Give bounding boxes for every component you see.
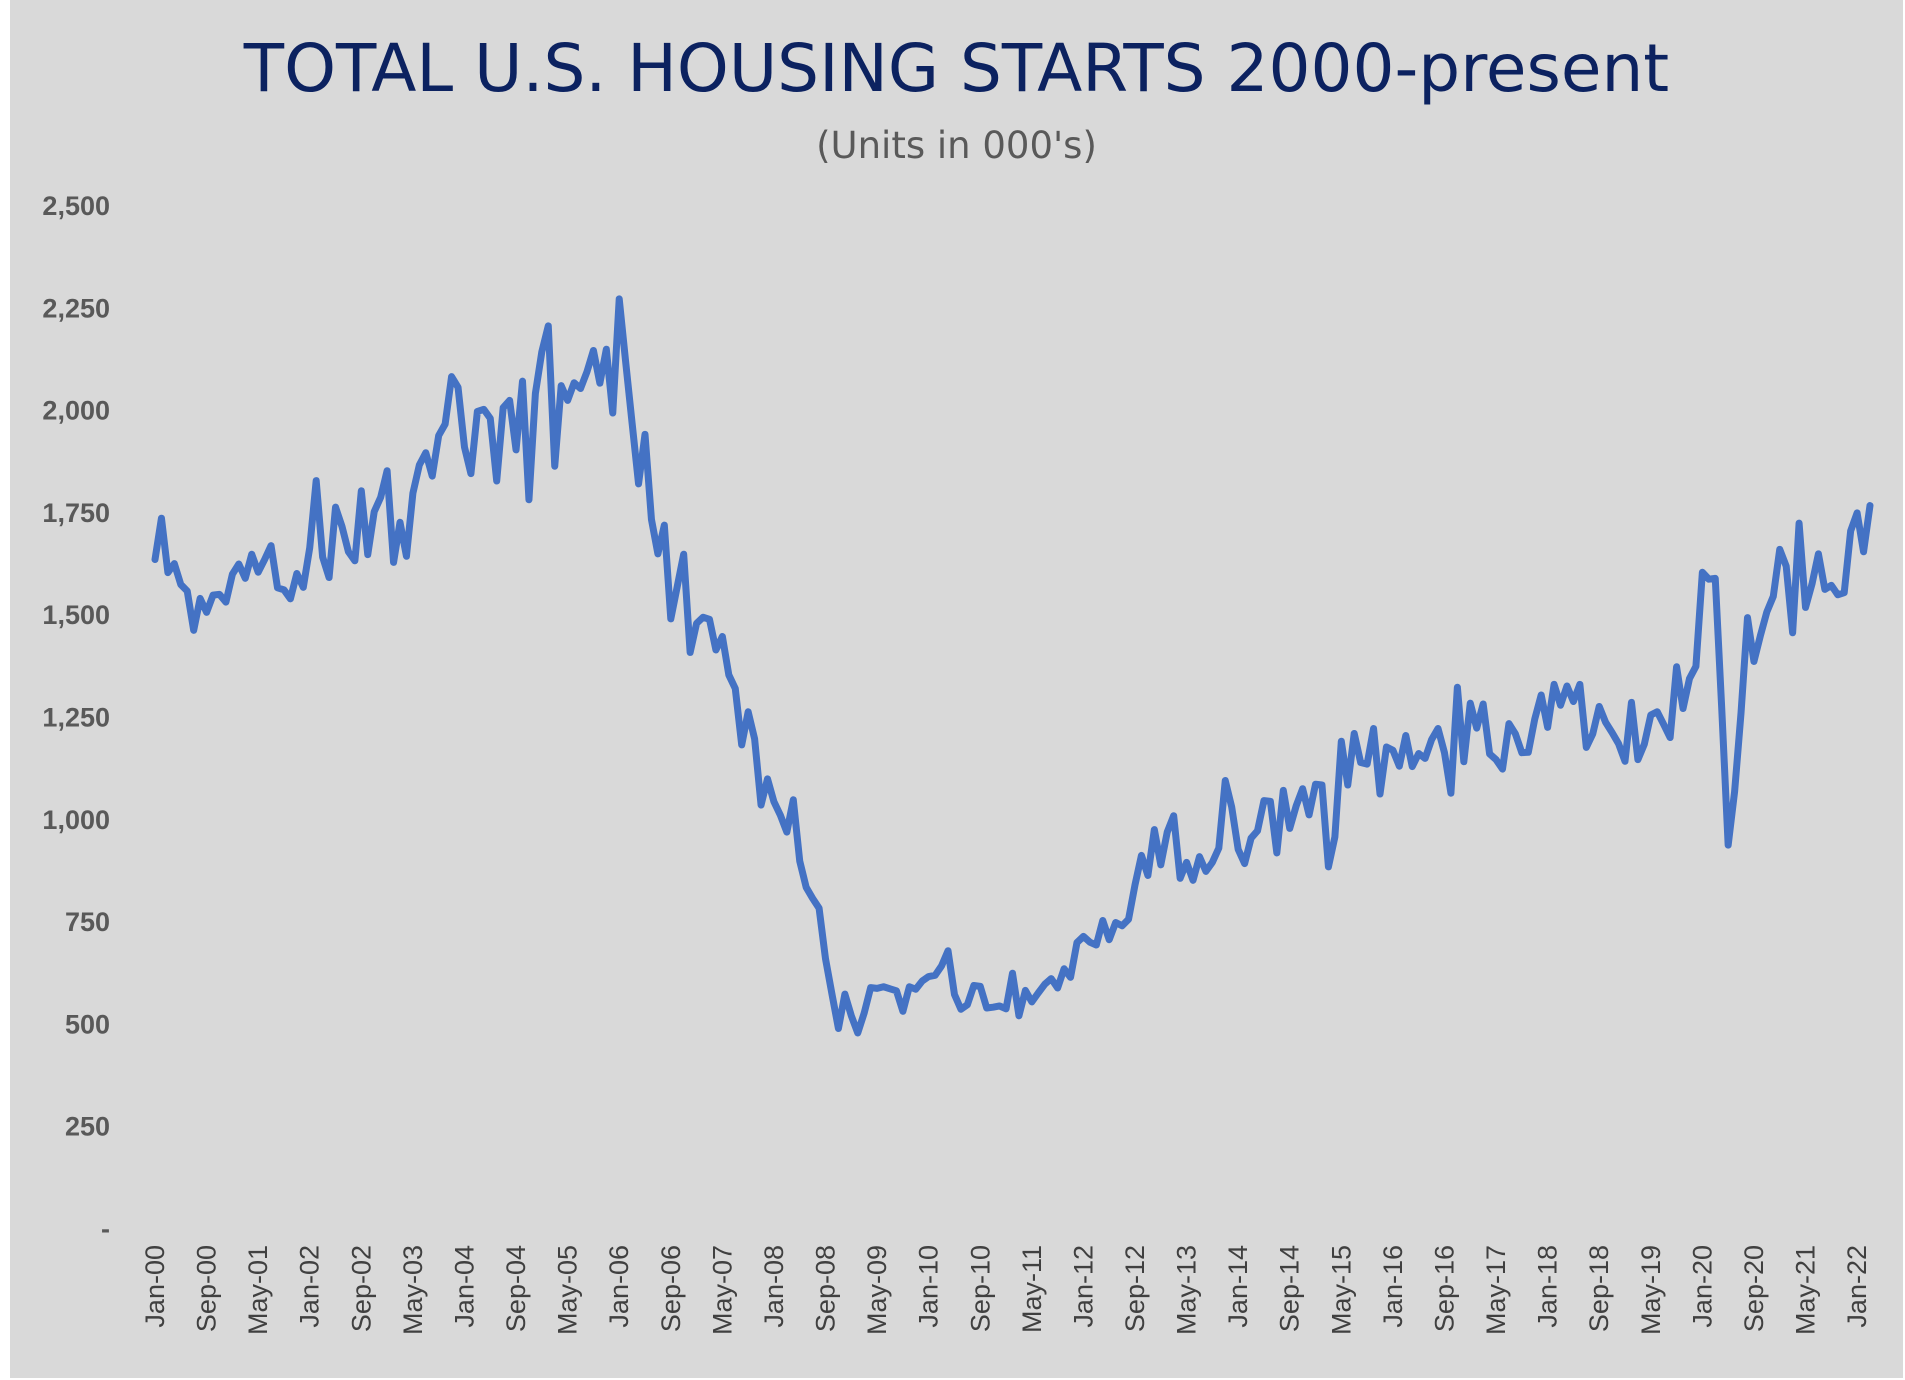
y-tick-label: 2,000 — [42, 396, 110, 426]
x-tick-label: Sep-00 — [192, 1245, 222, 1332]
x-tick-label: Sep-14 — [1275, 1245, 1305, 1332]
y-tick-label: - — [101, 1214, 110, 1244]
y-axis-tick-labels: - 250 500 750 1,000 1,250 1,500 1,750 2,000 2,250… — [42, 191, 110, 1244]
y-tick-label: 1,250 — [42, 703, 110, 733]
series-layer — [151, 295, 1874, 1037]
x-tick-label: Jan-14 — [1223, 1245, 1253, 1328]
x-tick-label: May-13 — [1172, 1245, 1202, 1335]
chart-subtitle: (Units in 000's) — [816, 124, 1097, 167]
x-tick-label: May-03 — [398, 1245, 428, 1335]
x-tick-label: Sep-02 — [346, 1245, 376, 1332]
x-tick-label: Jan-04 — [449, 1245, 479, 1328]
line-chart-plot: - 250 500 750 1,000 1,250 1,500 1,750 2,000 2,250… — [42, 191, 1874, 1335]
x-tick-label: Sep-04 — [501, 1245, 531, 1332]
x-tick-label: May-01 — [243, 1245, 273, 1335]
x-tick-label: Sep-12 — [1120, 1245, 1150, 1332]
x-tick-label: Sep-08 — [811, 1245, 841, 1332]
x-tick-label: May-15 — [1326, 1245, 1356, 1335]
x-tick-label: Jan-06 — [604, 1245, 634, 1328]
x-tick-label: Sep-20 — [1739, 1245, 1769, 1332]
y-tick-label: 2,250 — [42, 293, 110, 323]
series-line-housing-starts — [151, 295, 1874, 1037]
x-tick-label: Jan-22 — [1842, 1245, 1872, 1328]
x-tick-label: Jan-20 — [1687, 1245, 1717, 1328]
x-tick-label: May-19 — [1636, 1245, 1666, 1335]
x-tick-label: Sep-10 — [965, 1245, 995, 1332]
x-tick-label: May-11 — [1017, 1245, 1047, 1333]
x-tick-label: Jan-00 — [140, 1245, 170, 1328]
x-tick-label: Jan-18 — [1533, 1245, 1563, 1328]
x-tick-label: Jan-12 — [1068, 1245, 1098, 1328]
chart-title: TOTAL U.S. HOUSING STARTS 2000-present — [243, 30, 1670, 107]
y-tick-label: 500 — [65, 1009, 110, 1039]
x-axis-tick-labels: Jan-00 Sep-00 May-01 Jan-02 Sep-02 May-03 Jan-… — [140, 1245, 1872, 1335]
x-tick-label: Jan-02 — [295, 1245, 325, 1328]
x-tick-label: May-21 — [1791, 1245, 1821, 1335]
x-tick-label: Jan-10 — [914, 1245, 944, 1328]
chart-area: TOTAL U.S. HOUSING STARTS 2000-present (… — [10, 0, 1903, 1378]
y-tick-label: 750 — [65, 907, 110, 937]
x-tick-label: Sep-16 — [1429, 1245, 1459, 1332]
y-tick-label: 1,500 — [42, 600, 110, 630]
x-tick-label: May-17 — [1481, 1245, 1511, 1335]
x-tick-label: Jan-08 — [759, 1245, 789, 1328]
x-tick-label: May-05 — [553, 1245, 583, 1335]
y-tick-label: 1,750 — [42, 498, 110, 528]
y-tick-label: 1,000 — [42, 805, 110, 835]
x-tick-label: Sep-18 — [1584, 1245, 1614, 1332]
x-tick-label: May-09 — [862, 1245, 892, 1335]
x-tick-label: May-07 — [707, 1245, 737, 1335]
y-tick-label: 250 — [65, 1112, 110, 1142]
x-tick-label: Sep-06 — [656, 1245, 686, 1332]
y-tick-label: 2,500 — [42, 191, 110, 221]
x-tick-label: Jan-16 — [1378, 1245, 1408, 1328]
